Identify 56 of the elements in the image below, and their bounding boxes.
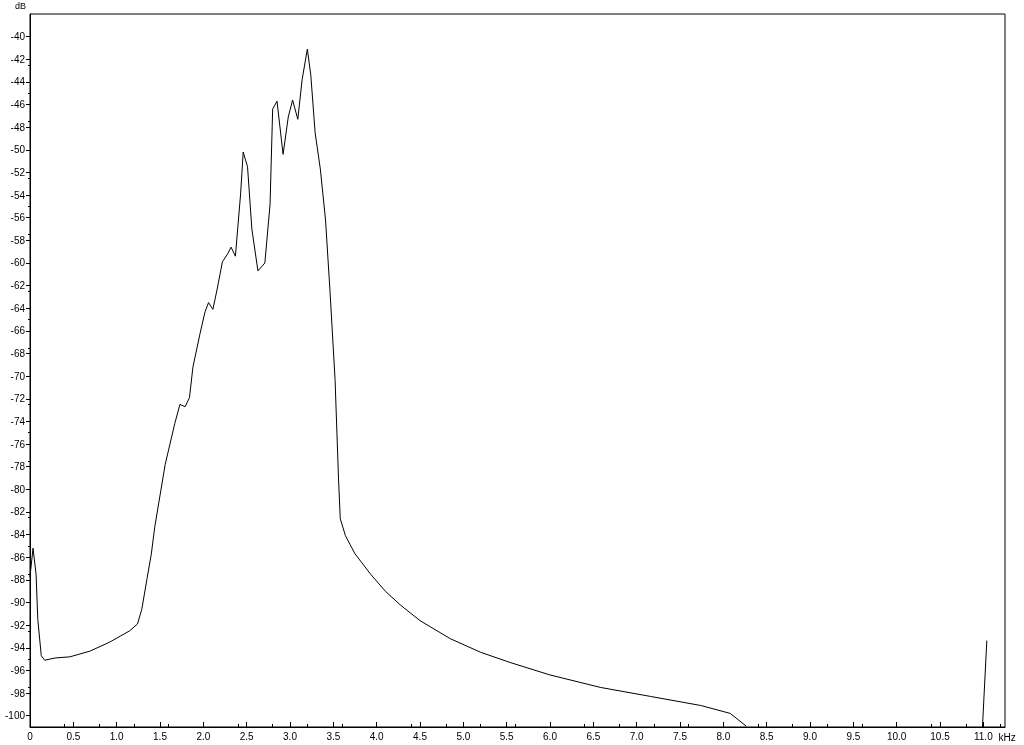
x-axis-title: kHz (998, 731, 1016, 743)
y-tick-label: -46 (10, 99, 26, 111)
x-tick-label: 9.5 (846, 730, 861, 742)
x-tick-label: 1.5 (153, 730, 168, 742)
x-tick-label: 7.5 (673, 730, 688, 742)
y-tick-label: -58 (10, 234, 26, 246)
x-tick-label: 6.0 (543, 730, 558, 742)
y-tick-label: -96 (10, 664, 26, 676)
y-tick-label: -94 (10, 642, 26, 654)
y-tick-label: -70 (10, 370, 26, 382)
y-tick-label: -78 (10, 461, 26, 473)
y-tick-label: -62 (10, 280, 26, 292)
y-tick-label: -100 (4, 710, 26, 722)
x-tick-label: 7.0 (629, 730, 645, 742)
x-tick-label: 2.0 (196, 730, 211, 742)
y-tick-label: -80 (10, 483, 26, 495)
y-tick-label: -50 (10, 144, 26, 156)
y-tick-label: -84 (10, 529, 26, 541)
y-tick-label: -60 (10, 257, 26, 269)
y-tick-label: -98 (10, 687, 26, 699)
y-tick-label: -74 (10, 415, 26, 427)
y-tick-label: -56 (10, 212, 26, 224)
x-tick-label: 0.5 (66, 730, 81, 742)
y-tick-label: -86 (10, 551, 26, 563)
x-tick-label: 9.0 (803, 730, 818, 742)
y-tick-label: -48 (10, 121, 26, 133)
x-tick-label: 8.0 (716, 730, 731, 742)
x-tick-label: 5.5 (499, 730, 515, 742)
y-tick-label: -92 (10, 619, 26, 631)
x-tick-label: 2.5 (239, 730, 255, 742)
y-tick-label: -72 (10, 393, 26, 405)
x-tick-label: 3.0 (283, 730, 298, 742)
y-tick-label: -90 (10, 597, 26, 609)
y-axis-title: dB (14, 0, 26, 11)
y-tick-label: -68 (10, 348, 26, 360)
x-tick-label: 6.5 (586, 730, 601, 742)
y-tick-label: -88 (10, 574, 26, 586)
y-tick-label: -66 (10, 325, 26, 337)
x-tick-label: 10.5 (930, 730, 951, 742)
x-tick-label: 1.0 (109, 730, 125, 742)
x-tick-label: 0 (27, 730, 34, 742)
x-tick-label: 4.5 (413, 730, 428, 742)
x-tick-label: 8.5 (759, 730, 775, 742)
x-tick-label: 5.0 (456, 730, 471, 742)
y-tick-label: -54 (10, 189, 26, 201)
x-tick-label: 4.0 (369, 730, 385, 742)
x-tick-label: 3.5 (326, 730, 341, 742)
y-tick-label: -42 (10, 53, 26, 65)
y-tick-label: -52 (10, 166, 26, 178)
x-tick-label: 11.0 (973, 730, 994, 742)
y-tick-label: -82 (10, 506, 26, 518)
y-tick-label: -64 (10, 302, 26, 314)
y-tick-label: -76 (10, 438, 26, 450)
x-tick-label: 10.0 (886, 730, 907, 742)
y-tick-label: -40 (10, 31, 26, 43)
y-tick-label: -44 (10, 76, 26, 88)
